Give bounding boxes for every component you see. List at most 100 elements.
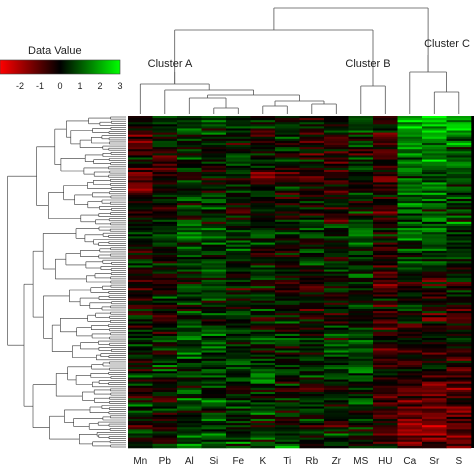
- heatmap-cell: [226, 263, 251, 266]
- heatmap-cell: [128, 346, 153, 349]
- heatmap-cell: [152, 163, 178, 167]
- heatmap-cell: [299, 153, 325, 156]
- heatmap-cell: [422, 279, 447, 283]
- heatmap-cell: [128, 261, 153, 264]
- heatmap-cell: [275, 346, 300, 349]
- heatmap-cell: [348, 348, 374, 351]
- heatmap-cell: [250, 136, 276, 140]
- heatmap-cell: [250, 240, 276, 243]
- heatmap-cell: [397, 194, 423, 198]
- heatmap-cell: [152, 369, 178, 372]
- heatmap-cell: [446, 261, 472, 264]
- heatmap-cell: [397, 203, 423, 206]
- heatmap-cell: [299, 120, 325, 123]
- heatmap-cell: [446, 342, 472, 345]
- heatmap-cell: [177, 427, 202, 430]
- cluster-b-label: Cluster B: [345, 58, 390, 70]
- heatmap-cell: [348, 429, 374, 432]
- heatmap-cell: [324, 213, 349, 216]
- heatmap-cell: [422, 298, 447, 301]
- heatmap-cell: [348, 296, 374, 299]
- heatmap-cell: [275, 228, 300, 231]
- heatmap-cell: [250, 290, 276, 293]
- column-labels: Mn Pb Al Si Fe K Ti Rb Zr MS HU Ca Sr S: [133, 456, 462, 467]
- heatmap-cell: [177, 267, 202, 270]
- heatmap-cell: [422, 196, 447, 200]
- heatmap-cell: [275, 147, 300, 150]
- heatmap-cell: [348, 196, 374, 200]
- heatmap-cell: [152, 346, 178, 349]
- heatmap-cell: [275, 151, 300, 154]
- column-label-fe: Fe: [232, 456, 244, 467]
- heatmap-cell: [348, 329, 374, 333]
- heatmap-cell: [201, 323, 227, 326]
- heatmap-cell: [446, 329, 472, 333]
- heatmap-cell: [201, 120, 227, 123]
- heatmap-cell: [373, 199, 398, 202]
- heatmap-cell: [446, 313, 472, 316]
- heatmap-cell: [373, 329, 398, 333]
- heatmap-cell: [324, 296, 349, 299]
- heatmap-cell: [373, 327, 398, 331]
- heatmap-cell: [422, 396, 447, 399]
- heatmap-cell: [324, 201, 349, 204]
- heatmap-cell: [177, 437, 202, 441]
- heatmap-cell: [422, 425, 447, 428]
- heatmap-cell: [128, 321, 153, 324]
- heatmap-cell: [299, 412, 325, 416]
- heatmap-cell: [446, 387, 472, 391]
- heatmap-cell: [299, 194, 325, 198]
- heatmap-cell: [397, 379, 423, 382]
- heatmap-cell: [152, 433, 178, 436]
- heatmap-cell: [373, 153, 398, 156]
- heatmap-cell: [397, 236, 423, 239]
- heatmap-cell: [299, 213, 325, 216]
- heatmap-cell: [299, 360, 325, 364]
- heatmap-cell: [226, 147, 251, 150]
- heatmap-cell: [275, 221, 300, 225]
- heatmap-cell: [177, 315, 202, 318]
- heatmap-cell: [201, 429, 227, 432]
- heatmap-cell: [324, 300, 349, 304]
- heatmap-cell: [250, 238, 276, 241]
- heatmap-cell: [128, 394, 153, 397]
- heatmap-cell: [446, 294, 472, 297]
- heatmap-cell: [422, 429, 447, 432]
- heatmap-cell: [275, 194, 300, 198]
- heatmap-cell: [324, 416, 349, 420]
- heatmap-cell: [177, 167, 202, 171]
- heatmap-cell: [177, 209, 202, 212]
- heatmap-cell: [177, 149, 202, 152]
- heatmap-cell: [446, 423, 472, 426]
- heatmap-cell: [324, 172, 349, 175]
- heatmap-cell: [422, 269, 447, 272]
- heatmap-cell: [397, 265, 423, 268]
- heatmap-cell: [152, 242, 178, 245]
- heatmap-cell: [446, 172, 472, 175]
- column-label-rb: Rb: [305, 456, 318, 467]
- heatmap-cell: [128, 169, 153, 173]
- heatmap-cell: [201, 294, 227, 297]
- heatmap-cell: [226, 205, 251, 208]
- heatmap-cell: [275, 294, 300, 297]
- heatmap-cell: [226, 286, 251, 289]
- heatmap-cell: [373, 238, 398, 241]
- heatmap-cell: [250, 155, 276, 158]
- heatmap-cell: [397, 317, 423, 320]
- heatmap-cell: [128, 286, 153, 289]
- heatmap-cell: [299, 429, 325, 432]
- heatmap-cell: [177, 219, 202, 223]
- heatmap-cell: [373, 236, 398, 239]
- heatmap-cell: [397, 196, 423, 200]
- heatmap-cell: [446, 427, 472, 430]
- heatmap-cell: [275, 387, 300, 391]
- heatmap-cell: [324, 196, 349, 200]
- heatmap-cell: [446, 188, 472, 192]
- heatmap-cell: [348, 367, 374, 370]
- heatmap-cell: [201, 356, 227, 360]
- column-label-k: K: [259, 456, 266, 467]
- heatmap-cell: [128, 273, 153, 277]
- heatmap-cell: [128, 277, 153, 281]
- heatmap-cell: [397, 147, 423, 150]
- heatmap-cell: [397, 360, 423, 364]
